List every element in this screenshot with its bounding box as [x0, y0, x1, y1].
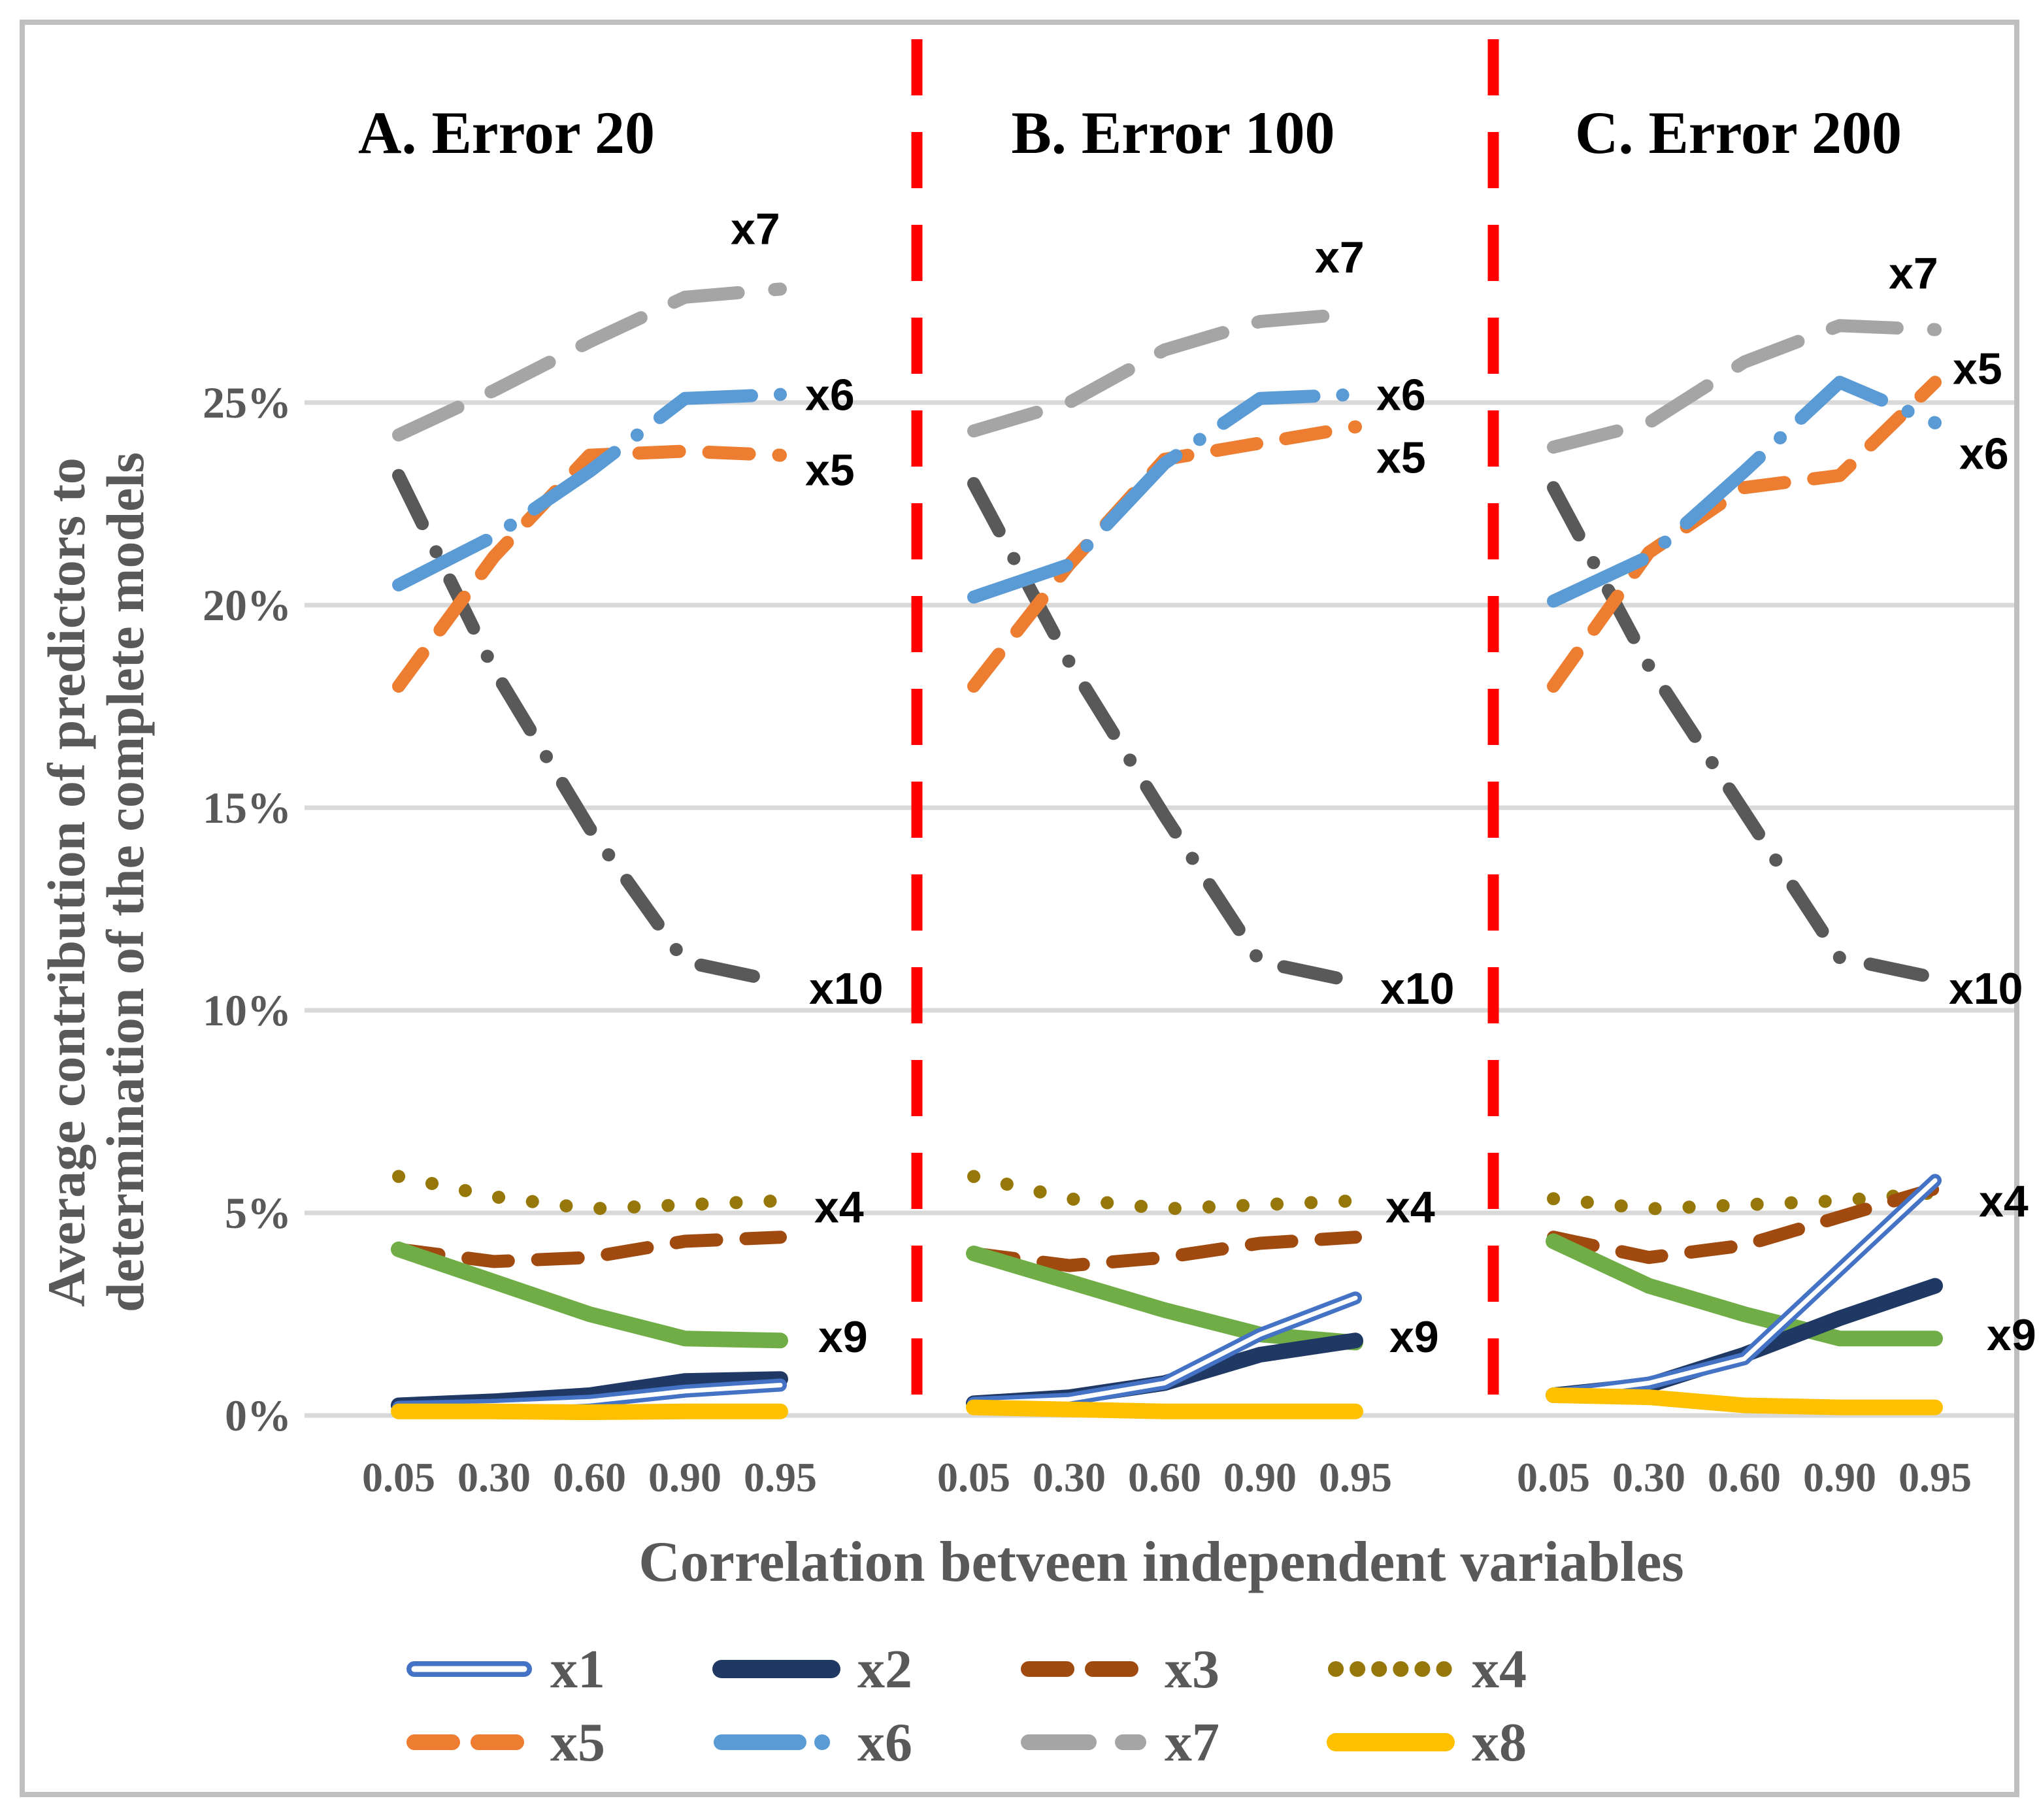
legend-item-x6: x6 [712, 1711, 1020, 1774]
legend-swatch-x6 [714, 1734, 839, 1750]
legend-row-2: x5 x6 x7 x8 [405, 1706, 1634, 1779]
panel-c-series-x5-line [1547, 376, 1942, 693]
x-tick-label-panel-c-0.05: 0.05 [1517, 1454, 1590, 1500]
panel-a-series-x9-line [391, 1241, 788, 1349]
legend-item-x4: x4 [1327, 1638, 1634, 1701]
legend-swatch-x2 [712, 1660, 840, 1678]
panel-a-series-x4-line [392, 1170, 787, 1216]
y-tick-label-20%: 20% [203, 580, 291, 630]
panel-b-series-x3-line [967, 1231, 1362, 1272]
x-tick-label-panel-c-0.90: 0.90 [1803, 1454, 1876, 1500]
y-tick-label-15%: 15% [203, 783, 291, 833]
y-tick-label-0%: 0% [225, 1391, 291, 1440]
x-tick-label-panel-a-0.05: 0.05 [362, 1454, 435, 1500]
x-tick-label-panel-b-0.95: 0.95 [1319, 1454, 1392, 1500]
y-axis-title-line-2: determination of the complete models [95, 452, 155, 1313]
panel-c-series-label-x4: x4 [1979, 1176, 2029, 1226]
panel-b-series-x9-line [966, 1246, 1363, 1351]
legend-item-x7: x7 [1020, 1711, 1327, 1774]
legend-swatch-x1 [406, 1661, 532, 1677]
panel-c-series-x7-line [1547, 319, 1942, 454]
panel-b-series-label-x10: x10 [1380, 964, 1454, 1014]
panel-a-title: A. Error 20 [358, 99, 655, 166]
panel-b-series-x1-line-core [971, 1295, 1358, 1406]
panel-a-series-label-x6: x6 [805, 371, 855, 420]
x-tick-label-panel-b-0.60: 0.60 [1128, 1454, 1201, 1500]
legend-label-x3: x3 [1165, 1638, 1219, 1700]
panel-a-series-label-x5: x5 [805, 445, 855, 495]
panel-b-series-label-x5: x5 [1376, 433, 1426, 483]
legend-label-x7: x7 [1165, 1712, 1219, 1773]
chart-legend: x1 x2 x3 x4 x5 x6 x7 x8 [405, 1632, 1634, 1779]
legend-label-x1: x1 [550, 1638, 605, 1700]
panel-a-series-x7-line [392, 282, 787, 442]
panel-b-series-x4-line [967, 1170, 1362, 1216]
y-axis-title-line-1: Average contribution of predictors to [37, 457, 96, 1307]
panel-b-series-label-x4: x4 [1385, 1183, 1435, 1233]
legend-item-x8: x8 [1327, 1711, 1634, 1774]
y-tick-label-25%: 25% [203, 378, 291, 427]
x-axis-title: Correlation betveen independent variable… [638, 1530, 1684, 1594]
y-tick-label-5%: 5% [225, 1188, 291, 1238]
panel-b-series-x6-line [967, 388, 1362, 604]
panel-c-series-label-x6: x6 [1959, 429, 2009, 479]
x-tick-label-panel-b-0.30: 0.30 [1033, 1454, 1106, 1500]
x-tick-label-panel-a-0.60: 0.60 [553, 1454, 626, 1500]
legend-item-x5: x5 [405, 1711, 712, 1774]
panel-c-series-label-x5: x5 [1953, 344, 2002, 393]
y-tick-label-10%: 10% [203, 985, 291, 1035]
panel-c-series-x4-line [1547, 1186, 1942, 1216]
panel-b-series-x8-line [966, 1399, 1363, 1419]
legend-swatch-x5 [406, 1734, 532, 1750]
panel-c-series-x3-line [1547, 1182, 1942, 1265]
x-tick-label-panel-b-0.05: 0.05 [937, 1454, 1010, 1500]
legend-label-x8: x8 [1472, 1712, 1527, 1773]
legend-swatch-x4 [1328, 1661, 1453, 1677]
panel-b-series-x2-line [966, 1332, 1363, 1412]
legend-label-x6: x6 [857, 1712, 912, 1773]
panel-a-series-label-x9: x9 [818, 1312, 868, 1362]
panel-c-series-label-x9: x9 [1987, 1310, 2036, 1360]
x-tick-label-panel-c-0.95: 0.95 [1898, 1454, 1972, 1500]
legend-item-x1: x1 [405, 1638, 712, 1701]
panel-a-series-x5-line [392, 444, 787, 693]
legend-row-1: x1 x2 x3 x4 [405, 1632, 1634, 1706]
x-tick-label-panel-c-0.60: 0.60 [1708, 1454, 1781, 1500]
panel-b-title: B. Error 100 [1011, 99, 1335, 166]
legend-swatch-x8 [1327, 1733, 1455, 1751]
panel-b-series-label-x6: x6 [1376, 371, 1426, 420]
x-tick-label-panel-a-0.90: 0.90 [648, 1454, 721, 1500]
panel-b-series-label-x9: x9 [1389, 1312, 1439, 1362]
panel-a-series-x6-line [392, 388, 787, 591]
x-tick-label-panel-a-0.30: 0.30 [457, 1454, 531, 1500]
panel-b-series-x10-line [967, 477, 1362, 989]
legend-swatch-x7 [1021, 1734, 1146, 1750]
panel-c-series-x10-line [1547, 481, 1942, 985]
panel-a-series-x3-line [392, 1231, 787, 1268]
panel-b-series-x7-line [967, 306, 1362, 438]
panel-c-series-label-x7: x7 [1889, 249, 1938, 299]
figure-border [20, 20, 2019, 1797]
panel-c-series-label-x10: x10 [1949, 964, 2023, 1014]
panel-c-series-x1-line-core [1551, 1178, 1938, 1398]
x-tick-label-panel-c-0.30: 0.30 [1612, 1454, 1685, 1500]
panel-a-series-label-x4: x4 [814, 1183, 864, 1233]
panel-a-series-label-x7: x7 [731, 204, 780, 254]
panel-c-series-x8-line [1546, 1387, 1943, 1415]
panel-c-title: C. Error 200 [1575, 99, 1902, 166]
legend-label-x5: x5 [550, 1712, 605, 1773]
x-tick-label-panel-a-0.95: 0.95 [744, 1454, 817, 1500]
panel-c-series-x9-line [1546, 1233, 1943, 1347]
legend-swatch-x3 [1021, 1661, 1146, 1677]
x-tick-label-panel-b-0.90: 0.90 [1223, 1454, 1297, 1500]
legend-item-x3: x3 [1020, 1638, 1327, 1701]
panel-b-series-label-x7: x7 [1315, 233, 1365, 282]
legend-label-x2: x2 [857, 1638, 912, 1700]
legend-item-x2: x2 [712, 1638, 1020, 1701]
legend-label-x4: x4 [1472, 1638, 1527, 1700]
panel-a-series-label-x10: x10 [809, 964, 883, 1014]
panel-c-series-x6-line [1547, 376, 1942, 608]
